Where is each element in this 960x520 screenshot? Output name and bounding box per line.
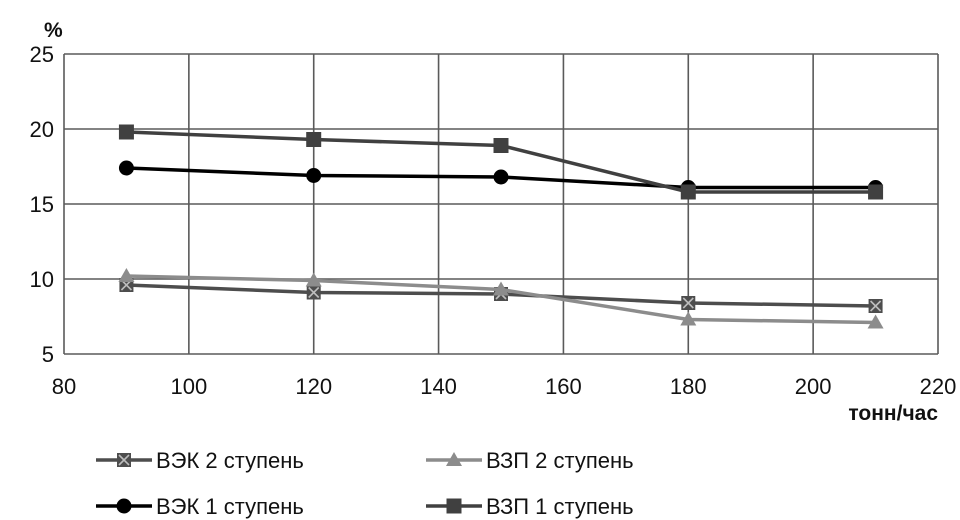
x-tick-label: 180 xyxy=(670,374,707,399)
legend-item: ВЗП 1 ступень xyxy=(426,494,634,519)
x-tick-label: 100 xyxy=(170,374,207,399)
data-point xyxy=(306,132,322,147)
x-tick-label: 200 xyxy=(795,374,832,399)
data-point xyxy=(493,281,509,296)
y-axis-label: % xyxy=(44,19,63,42)
series-2 xyxy=(118,268,884,329)
data-point xyxy=(117,453,131,467)
data-point xyxy=(680,311,697,326)
x-tick-label: 220 xyxy=(920,374,957,399)
data-point xyxy=(118,124,134,140)
data-point xyxy=(867,314,884,329)
series-layer xyxy=(118,124,884,329)
legend-label: ВЭК 1 ступень xyxy=(156,494,304,519)
data-point xyxy=(305,272,322,287)
x-axis-label: тонн/час xyxy=(848,402,938,425)
legend-item: ВЗП 2 ступень xyxy=(426,448,634,473)
y-tick-label: 5 xyxy=(42,342,54,367)
y-tick-label: 15 xyxy=(30,192,54,217)
legend-label: ВЗП 2 ступень xyxy=(486,448,634,473)
data-point xyxy=(493,138,509,153)
legend: ВЭК 2 ступень ВЗП 2 ступень ВЭК 1 ступень В… xyxy=(96,448,634,519)
series-4 xyxy=(118,124,884,200)
data-point xyxy=(116,498,132,514)
data-point xyxy=(868,184,884,200)
data-point xyxy=(680,184,696,200)
data-point xyxy=(681,296,696,310)
data-point xyxy=(118,268,135,282)
series-3 xyxy=(118,160,884,195)
x-tick-label: 80 xyxy=(52,374,76,399)
data-point xyxy=(118,160,134,176)
x-tick-label: 160 xyxy=(545,374,582,399)
axes: 80 100 120 140 160 180 200 220 5 10 15 20 25 xyxy=(30,42,957,399)
y-tick-label: 20 xyxy=(30,117,54,142)
x-tick-label: 140 xyxy=(420,374,457,399)
x-tick-label: 120 xyxy=(295,374,332,399)
legend-item: ВЭК 2 ступень xyxy=(96,448,304,473)
data-point xyxy=(306,168,322,183)
data-point xyxy=(446,498,462,514)
y-tick-label: 10 xyxy=(30,267,54,292)
data-point xyxy=(868,299,883,313)
y-tick-label: 25 xyxy=(30,42,54,67)
legend-label: ВЗП 1 ступень xyxy=(486,494,634,519)
legend-item: ВЭК 1 ступень xyxy=(96,494,304,519)
legend-label: ВЭК 2 ступень xyxy=(156,448,304,473)
data-point xyxy=(306,285,321,300)
data-point xyxy=(446,452,462,466)
data-point xyxy=(493,169,509,185)
grid xyxy=(63,53,939,355)
